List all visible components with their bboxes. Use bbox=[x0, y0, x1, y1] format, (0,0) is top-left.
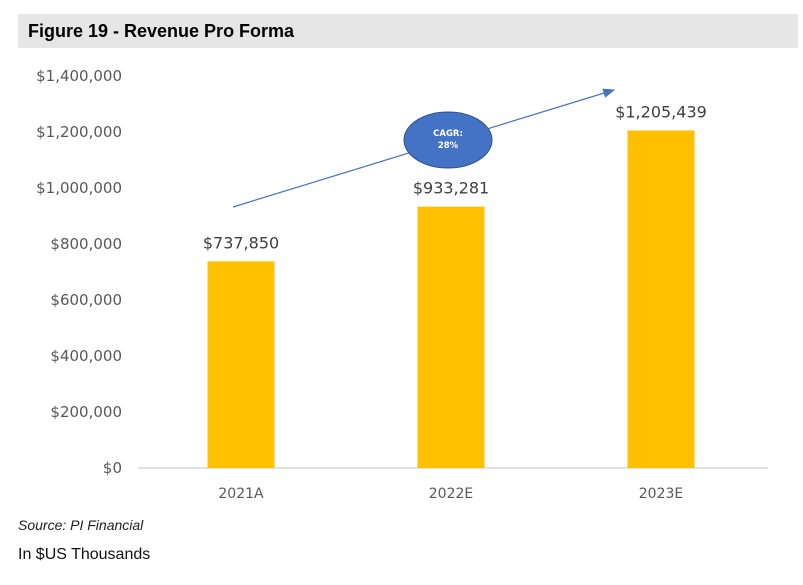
bar bbox=[207, 261, 275, 468]
cagr-label: 28% bbox=[438, 141, 459, 151]
x-tick-label: 2021A bbox=[218, 486, 264, 502]
y-tick-label: $400,000 bbox=[50, 347, 122, 365]
y-tick-label: $1,200,000 bbox=[36, 123, 122, 141]
figure-title-bar: Figure 19 - Revenue Pro Forma bbox=[18, 14, 798, 48]
y-tick-label: $200,000 bbox=[50, 403, 122, 421]
figure-title: Figure 19 - Revenue Pro Forma bbox=[28, 20, 295, 41]
bar-data-label: $933,281 bbox=[413, 179, 489, 198]
y-tick-label: $800,000 bbox=[50, 235, 122, 253]
bar-chart: $0 $200,000 $400,000 $600,000 $800,000 $1,000… bbox=[36, 67, 768, 502]
cagr-label: CAGR: bbox=[433, 129, 463, 139]
x-tick-label: 2022E bbox=[429, 486, 473, 502]
bar bbox=[417, 206, 485, 468]
x-tick-label: 2023E bbox=[639, 486, 683, 502]
y-tick-label: $1,000,000 bbox=[36, 179, 122, 197]
source-note: Source: PI Financial bbox=[18, 517, 144, 533]
bar-data-label: $737,850 bbox=[203, 233, 279, 252]
bar bbox=[627, 130, 695, 468]
y-tick-label: $1,400,000 bbox=[36, 67, 122, 85]
bar-data-label: $1,205,439 bbox=[615, 102, 707, 121]
units-note: In $US Thousands bbox=[18, 546, 151, 563]
y-tick-label: $0 bbox=[103, 459, 122, 477]
y-tick-label: $600,000 bbox=[50, 291, 122, 309]
cagr-bubble bbox=[403, 111, 493, 169]
